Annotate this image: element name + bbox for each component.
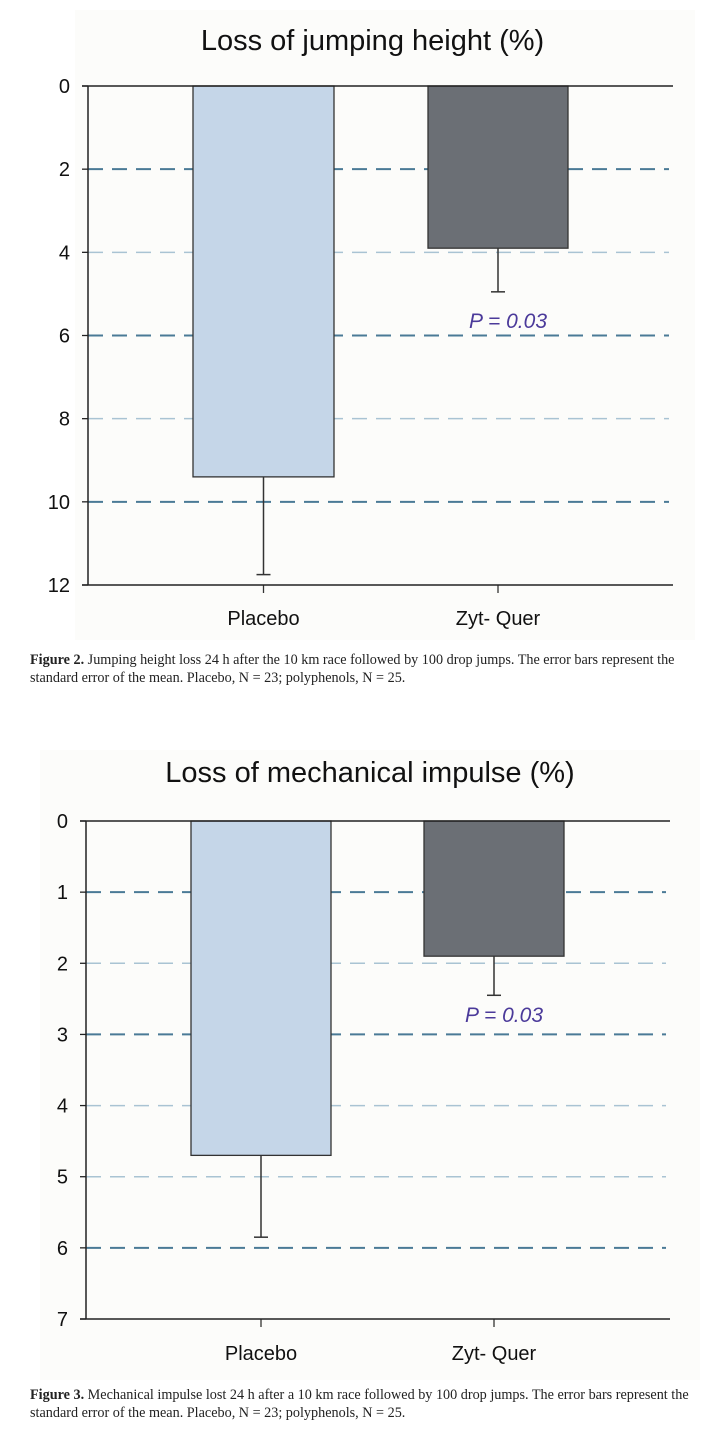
figure-2-caption: Figure 2. Jumping height loss 24 h after… [30, 651, 705, 687]
caption-text: Jumping height loss 24 h after the 10 km… [30, 652, 675, 686]
y-tick-label: 10 [48, 492, 70, 514]
y-tick-label: 7 [57, 1309, 68, 1331]
y-tick-label: 5 [57, 1167, 68, 1189]
y-tick-label: 2 [59, 159, 70, 181]
caption-label: Figure 3. [30, 1387, 85, 1403]
bar-placebo [190, 820, 332, 1157]
y-tick-label: 6 [57, 1238, 68, 1260]
y-tick-label: 0 [57, 811, 68, 833]
chart-title: Loss of mechanical impulse (%) [165, 757, 574, 789]
x-tick-label: Zyt- Quer [456, 608, 541, 630]
figure-2: Loss of jumping height (%) Placebo Zyt- Qu… [0, 0, 720, 640]
x-tick-label: Placebo [225, 1343, 297, 1365]
p-value-annotation: P = 0.03 [469, 310, 547, 333]
x-tick-label: Zyt- Quer [452, 1343, 537, 1365]
mechanical-impulse-chart: Loss of mechanical impulse (%) Placebo Zyt… [40, 750, 700, 1380]
y-tick-label: 2 [57, 953, 68, 975]
chart-background [75, 10, 695, 640]
bar-zyt-quer [423, 820, 565, 957]
bar-zyt-quer [427, 85, 569, 249]
p-value-annotation: P = 0.03 [465, 1004, 543, 1027]
y-tick-label: 8 [59, 409, 70, 431]
jumping-height-chart: Loss of jumping height (%) Placebo Zyt- Qu… [48, 10, 695, 640]
bar-placebo [192, 85, 335, 478]
figure-3: Loss of mechanical impulse (%) Placebo Zyt… [0, 720, 720, 1380]
caption-text: Mechanical impulse lost 24 h after a 10 … [30, 1387, 689, 1421]
y-tick-label: 3 [57, 1024, 68, 1046]
y-tick-label: 0 [59, 76, 70, 98]
y-tick-label: 4 [59, 242, 70, 264]
chart-title: Loss of jumping height (%) [201, 25, 544, 57]
figure-3-caption: Figure 3. Mechanical impulse lost 24 h a… [30, 1386, 705, 1422]
y-tick-label: 6 [59, 326, 70, 348]
y-tick-label: 1 [57, 882, 68, 904]
y-tick-label: 4 [57, 1096, 68, 1118]
y-tick-label: 12 [48, 575, 70, 597]
caption-label: Figure 2. [30, 652, 85, 668]
chart-background [40, 750, 700, 1380]
x-tick-label: Placebo [227, 608, 299, 630]
